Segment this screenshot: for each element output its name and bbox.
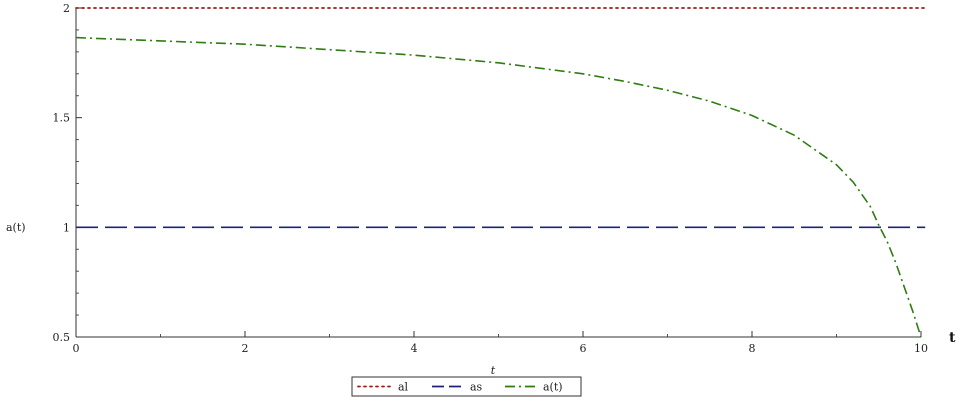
x-tick-label: 6 xyxy=(580,342,587,355)
legend-label: a(t) xyxy=(543,381,563,394)
y-tick-label: 1.5 xyxy=(53,112,71,125)
y-tick-label: 2 xyxy=(63,2,70,15)
tick-labels: 0 2 4 6 8 10 0.5 1 1.5 2 xyxy=(53,2,929,355)
legend-label: al xyxy=(398,381,409,394)
legend: al as a(t) xyxy=(351,376,582,397)
series-layer xyxy=(75,7,927,338)
series-line-at xyxy=(75,36,922,338)
legend-label: as xyxy=(470,381,483,394)
x-tick-label: 4 xyxy=(411,342,418,355)
x-tick-label: 2 xyxy=(242,342,249,355)
x-axis-label: t xyxy=(491,364,496,377)
y-tick-label: 1 xyxy=(63,221,70,234)
x-tick-label: 8 xyxy=(749,342,756,355)
legend-box xyxy=(351,376,582,397)
t-corner-label: t xyxy=(949,330,956,346)
y-tick-label: 0.5 xyxy=(53,331,71,344)
axes xyxy=(75,7,922,338)
minor-ticks xyxy=(76,29,837,337)
y-axis-label: a(t) xyxy=(6,221,26,234)
x-tick-label: 0 xyxy=(73,342,80,355)
x-tick-label: 10 xyxy=(914,342,928,355)
